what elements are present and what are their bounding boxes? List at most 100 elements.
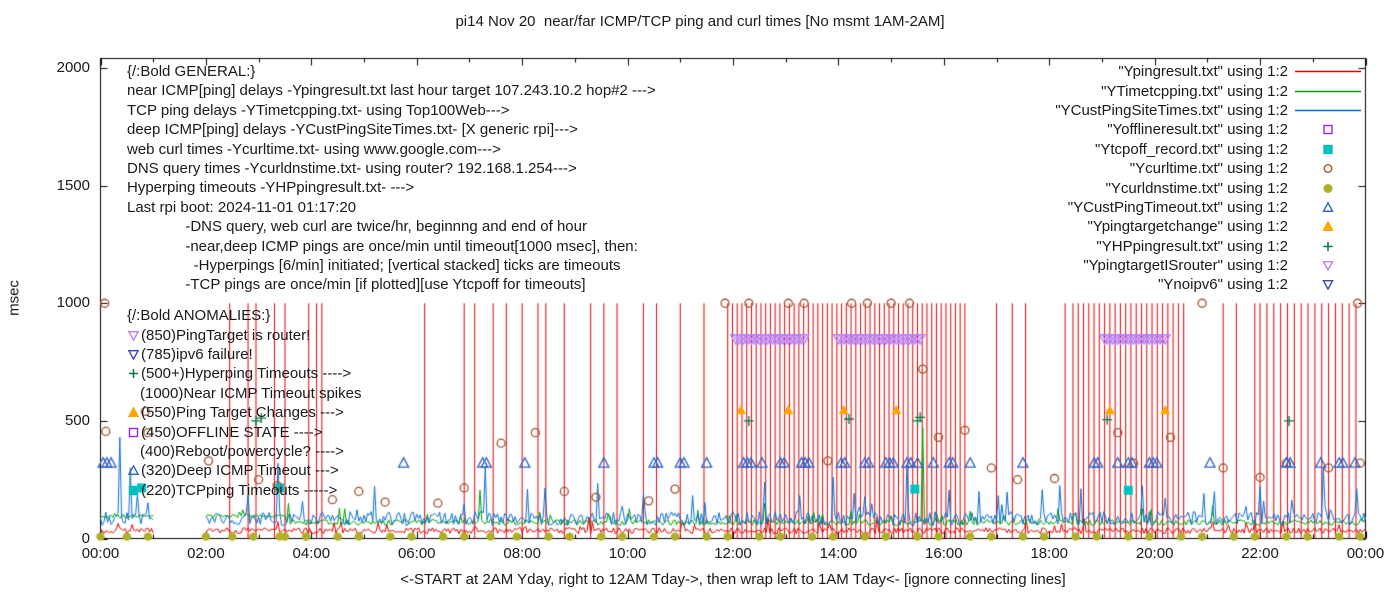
anomaly-text: (1000)Near ICMP Timeout spikes: [140, 384, 362, 402]
legend-circle-open-icon: [1292, 162, 1364, 175]
x-tick-label: 06:00: [397, 545, 436, 562]
x-tick-label: 10:00: [608, 545, 647, 562]
triangle-up-open-icon: [127, 464, 140, 476]
legend-label: "Ytcpoff_record.txt" using 1:2: [1095, 140, 1288, 158]
legend-label: "Yofflineresult.txt" using 1:2: [1107, 121, 1288, 139]
legend-square-filled-icon: [1292, 143, 1364, 156]
x-tick-label: 12:00: [714, 545, 752, 562]
x-tick-label: 08:00: [503, 545, 541, 562]
anomalies-header: {/:Bold ANOMALIES:}: [127, 307, 271, 324]
triangle-down-open-icon: [1322, 280, 1334, 292]
x-tick-label: 22:00: [1241, 545, 1279, 562]
plus-icon: [128, 369, 139, 379]
legend-triangle-up-filled-icon: [1292, 220, 1364, 233]
anomaly-text: (400)Reboot/powercycle? ---->: [140, 442, 344, 460]
legend-item-offline-state: "Yofflineresult.txt" using 1:2: [1055, 120, 1364, 139]
anomaly-text: (550)Ping Target Changes --->: [141, 404, 344, 422]
anomaly-item: (450)OFFLINE STATE ---->: [127, 422, 361, 441]
general-line: TCP ping delays -YTimetcpping.txt- using…: [127, 101, 510, 119]
square-open-icon: [128, 427, 139, 437]
triangle-down-open-icon: [127, 349, 140, 361]
legend-item-deep-icmp-ping: "YCustPingSiteTimes.txt" using 1:2: [1055, 101, 1364, 120]
triangle-up-filled-icon: [1322, 220, 1334, 232]
legend-square-open-icon: [1292, 123, 1364, 136]
general-line: -Hyperpings [6/min] initiated; [vertical…: [127, 256, 621, 274]
legend-label: "YHPpingresult.txt" using 1:2: [1096, 237, 1288, 255]
general-line: Last rpi boot: 2024-11-01 01:17:20: [127, 198, 357, 216]
triangle-up-filled-icon: [127, 406, 140, 418]
general-line: -near,deep ICMP pings are once/min until…: [127, 237, 638, 255]
x-tick-label: 18:00: [1030, 545, 1069, 562]
x-tick-label: 00:00: [81, 545, 120, 562]
triangle-down-open-icon: [127, 330, 140, 342]
anomaly-item: (785)ipv6 failure!: [127, 345, 361, 364]
legend-item-web-curl: "Ycurltime.txt" using 1:2: [1055, 159, 1364, 178]
square-open-icon: [1323, 125, 1333, 135]
legend: "Ypingresult.txt" using 1:2 "YTimetcpping…: [1055, 62, 1364, 295]
anomaly-item: (320)Deep ICMP Timeout --->: [127, 461, 361, 480]
circle-filled-icon: [1323, 183, 1333, 193]
anomaly-text: (785)ipv6 failure!: [141, 345, 253, 363]
general-line: near ICMP[ping] delays -Ypingresult.txt …: [127, 82, 656, 100]
legend-item-tcp-ping: "YTimetcpping.txt" using 1:2: [1055, 81, 1364, 100]
square-filled-icon: [1323, 144, 1333, 154]
anomaly-item: (550)Ping Target Changes --->: [127, 403, 361, 422]
general-line: -DNS query, web curl are twice/hr, begin…: [127, 218, 587, 236]
anomaly-text: (320)Deep ICMP Timeout --->: [141, 462, 339, 480]
legend-item-near-icmp-ping: "Ypingresult.txt" using 1:2: [1055, 62, 1364, 81]
anomaly-item: (500+)Hyperping Timeouts ---->: [127, 364, 361, 383]
legend-item-dns-query: "Ycurldnstime.txt" using 1:2: [1055, 178, 1364, 197]
legend-item-no-ipv6: "Ynoipv6" using 1:2: [1055, 275, 1364, 294]
legend-label: "Ycurltime.txt" using 1:2: [1129, 160, 1288, 178]
circle-open-icon: [1323, 164, 1333, 174]
legend-item-deep-icmp-timeout: "YCustPingTimeout.txt" using 1:2: [1055, 198, 1364, 217]
general-line: Hyperping timeouts -YHPpingresult.txt- -…: [127, 179, 415, 197]
plus-icon: [1323, 241, 1333, 251]
triangle-down-open-icon: [1322, 261, 1334, 272]
legend-label: "YCustPingTimeout.txt" using 1:2: [1067, 198, 1288, 216]
legend-plus-icon: [1292, 240, 1364, 253]
line-sample-icon: [1295, 90, 1361, 92]
legend-item-ping-target-is-router: "YpingtargetISrouter" using 1:2: [1055, 256, 1364, 275]
square-filled-icon: [128, 485, 139, 495]
y-tick-label: 1000: [56, 294, 90, 312]
legend-item-hyperping-timeout: "YHPpingresult.txt" using 1:2: [1055, 237, 1364, 256]
x-axis-ticks: 00:00 02:00 04:00 06:00 08:00 10:00 12:00 14:00…: [0, 545, 1400, 563]
anomaly-item: (850)PingTarget is router!: [127, 325, 361, 344]
anomaly-text: (450)OFFLINE STATE ---->: [141, 423, 323, 441]
y-tick-label: 500: [64, 411, 90, 429]
line-sample-icon: [1295, 109, 1361, 112]
x-tick-label: 14:00: [819, 545, 858, 562]
x-tick-label: 16:00: [925, 545, 963, 562]
general-line: web curl times -Ycurltime.txt- using www…: [127, 140, 501, 158]
anomaly-item: (400)Reboot/powercycle? ---->: [127, 442, 361, 461]
anomalies-note-block: {/:Bold ANOMALIES:} (850)PingTarget is ro…: [127, 306, 361, 500]
general-line: -TCP pings are once/min [if plotted][use…: [127, 276, 586, 294]
anomaly-item: (220)TCPping Timeouts ----->: [127, 481, 361, 500]
x-tick-label: 20:00: [1135, 545, 1174, 562]
general-header: {/:Bold GENERAL:}: [127, 63, 256, 80]
legend-triangle-down-open-icon: [1292, 259, 1364, 272]
legend-item-ping-target-change: "Ypingtargetchange" using 1:2: [1055, 217, 1364, 236]
y-tick-label: 2000: [56, 59, 90, 76]
x-axis-label: <-START at 2AM Yday, right to 12AM Tday-…: [400, 571, 1066, 588]
legend-label: "Ycurldnstime.txt" using 1:2: [1105, 179, 1288, 197]
legend-label: "YTimetcpping.txt" using 1:2: [1101, 82, 1288, 100]
legend-triangle-down-open-icon: [1292, 278, 1364, 292]
legend-label: "Ypingtargetchange" using 1:2: [1087, 218, 1288, 236]
anomaly-item: (1000)Near ICMP Timeout spikes: [127, 384, 361, 403]
legend-triangle-up-open-icon: [1292, 201, 1364, 214]
legend-item-tcp-ping-timeout: "Ytcpoff_record.txt" using 1:2: [1055, 140, 1364, 159]
general-line: DNS query times -Ycurldnstime.txt- using…: [127, 159, 577, 177]
legend-label: "YCustPingSiteTimes.txt" using 1:2: [1055, 101, 1288, 119]
chart-title: pi14 Nov 20 near/far ICMP/TCP ping and c…: [455, 13, 945, 30]
legend-line-sample: [1292, 65, 1364, 78]
anomaly-text: (500+)Hyperping Timeouts ---->: [141, 365, 352, 383]
x-tick-label: 04:00: [292, 545, 331, 562]
general-note-block: {/:Bold GENERAL:} near ICMP[ping] delays …: [127, 62, 656, 295]
legend-line-sample: [1292, 104, 1364, 117]
y-tick-label: 1500: [56, 176, 90, 194]
line-sample-icon: [1295, 70, 1361, 73]
